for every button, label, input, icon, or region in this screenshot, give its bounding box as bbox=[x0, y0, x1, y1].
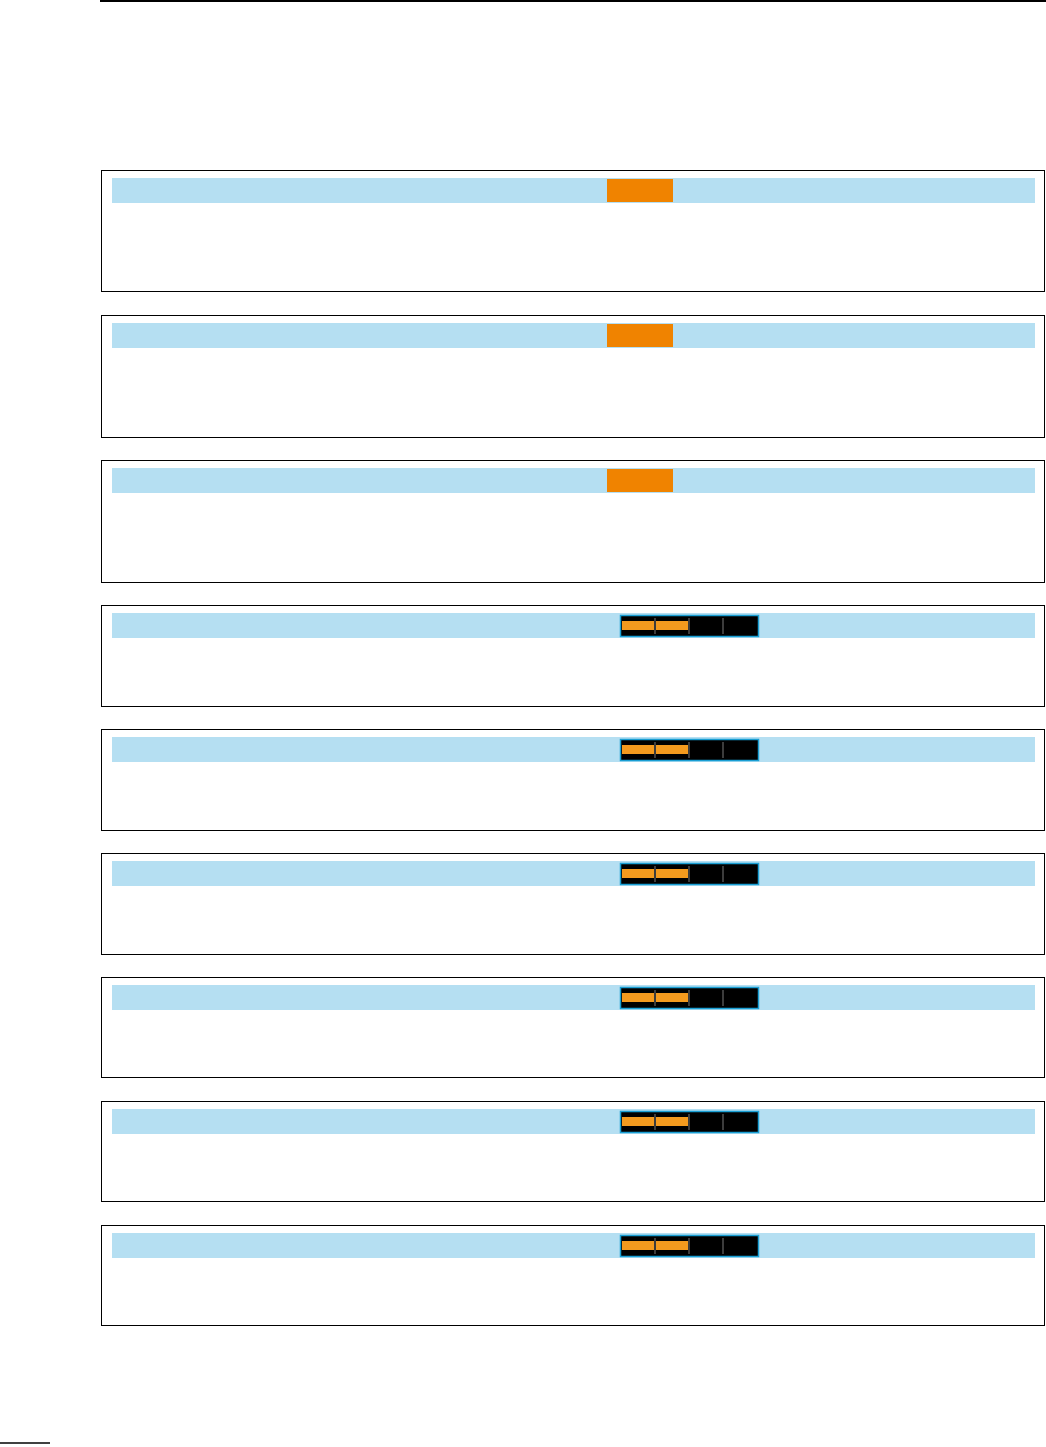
meter-segment-lit bbox=[622, 745, 654, 754]
header-bar bbox=[112, 861, 1035, 886]
panel bbox=[101, 729, 1045, 831]
panel bbox=[101, 1225, 1045, 1326]
panel bbox=[101, 1101, 1045, 1202]
status-flag bbox=[607, 469, 673, 492]
panel bbox=[101, 853, 1045, 955]
meter-segment-lit bbox=[656, 1241, 688, 1250]
meter-segment-lit bbox=[656, 869, 688, 878]
meter-segment-lit bbox=[622, 621, 654, 630]
header-bar bbox=[112, 323, 1035, 348]
meter-segment-lit bbox=[656, 993, 688, 1002]
meter-segment-lit bbox=[656, 745, 688, 754]
panel bbox=[101, 460, 1045, 583]
panel bbox=[101, 315, 1045, 438]
meter-segment-lit bbox=[622, 1117, 654, 1126]
status-flag bbox=[607, 179, 673, 202]
meter-segment-lit bbox=[656, 621, 688, 630]
meter-segment-lit bbox=[622, 1241, 654, 1250]
header-bar bbox=[112, 1233, 1035, 1258]
meter-segment-lit bbox=[622, 869, 654, 878]
header-bar bbox=[112, 468, 1035, 493]
header-bar bbox=[112, 613, 1035, 638]
meter-segment-lit bbox=[622, 993, 654, 1002]
header-bar bbox=[112, 1109, 1035, 1134]
panel bbox=[101, 605, 1045, 707]
panel bbox=[101, 170, 1045, 292]
header-bar bbox=[112, 985, 1035, 1010]
header-bar bbox=[112, 737, 1035, 762]
panel bbox=[101, 977, 1045, 1078]
status-flag bbox=[607, 324, 673, 347]
meter-segment-lit bbox=[656, 1117, 688, 1126]
header-bar bbox=[112, 178, 1035, 203]
